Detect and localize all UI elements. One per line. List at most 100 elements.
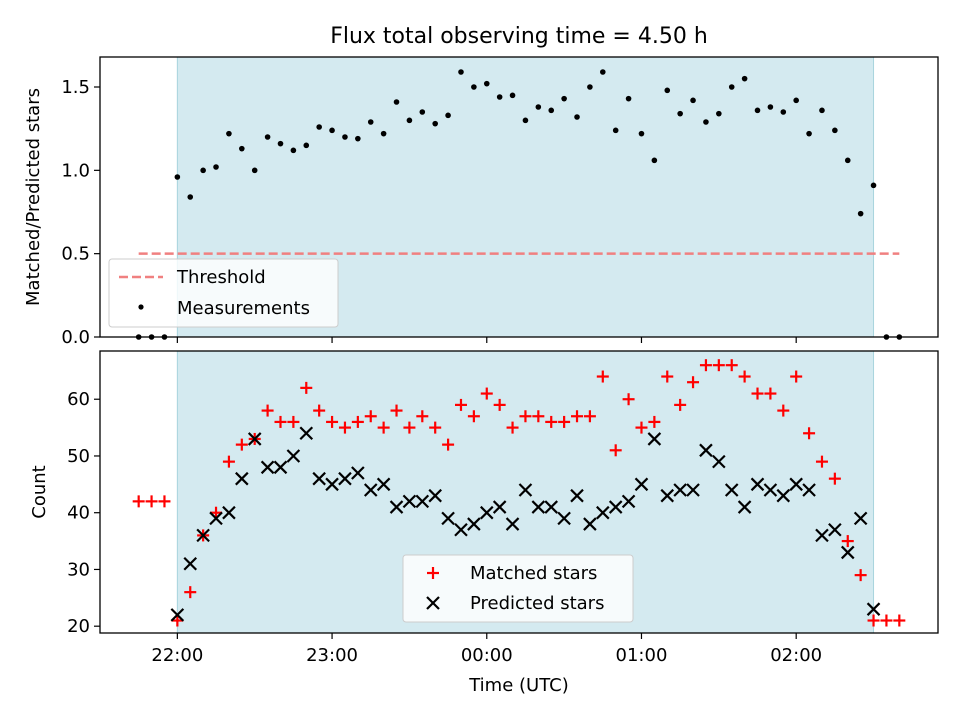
predicted-star-point [286, 449, 301, 463]
measurement-point [780, 109, 787, 115]
measurement-point [677, 110, 683, 117]
predicted-star-point [596, 505, 610, 520]
predicted-star-point [583, 517, 597, 531]
predicted-star-point [570, 488, 584, 503]
matched-star-point [222, 455, 235, 468]
matched-star-point [622, 393, 635, 406]
predicted-star-point [273, 460, 288, 475]
predicted-star-point [840, 545, 855, 560]
predicted-star-point [531, 500, 546, 514]
predicted-legend-label: Predicted stars [470, 593, 604, 614]
predicted-star-point [853, 511, 868, 526]
matched-star-point [493, 398, 506, 411]
predicted-star-point [454, 522, 468, 537]
measurement-point [239, 145, 245, 152]
predicted-star-point [608, 500, 623, 514]
measurement-point [367, 119, 374, 125]
matched-star-point [532, 410, 545, 423]
predicted-star-point [686, 483, 700, 497]
predicted-star-point [789, 477, 803, 492]
measurement-point [561, 95, 567, 102]
top-legend-box [108, 258, 339, 328]
predicted-star-point [415, 494, 430, 509]
matched-star-point [803, 427, 816, 440]
matched-star-point [867, 614, 880, 627]
matched-star-point [145, 495, 158, 508]
predicted-star-point [196, 528, 210, 543]
predicted-star-point [467, 517, 481, 531]
bottom-y-tick-label: 60 [67, 389, 90, 410]
top-legend: Threshold Measurements [108, 258, 339, 328]
measurement-point [226, 130, 232, 137]
top-y-tick-label: 1.0 [61, 160, 90, 181]
matched-star-point [403, 421, 416, 434]
measurement-point [806, 130, 812, 137]
measurement-point [741, 75, 748, 82]
measurement-point [393, 99, 400, 105]
predicted-star-point [724, 483, 739, 497]
matched-legend-handle [427, 567, 439, 579]
bottom-y-axis-label: Count [29, 465, 50, 518]
predicted-star-point [376, 477, 391, 492]
measurement-point [767, 104, 774, 110]
matched-star-point [880, 614, 893, 627]
measurement-point [496, 94, 503, 100]
measurement-point [432, 120, 439, 127]
matched-star-point [699, 359, 712, 372]
matched-star-point [506, 421, 519, 434]
matched-star-point [635, 421, 648, 434]
measurement-point [174, 174, 181, 180]
matched-star-point [132, 495, 145, 508]
predicted-star-point [544, 500, 559, 514]
matched-star-point [184, 586, 197, 599]
chart-title: Flux total observing time = 4.50 h [330, 24, 708, 49]
matched-star-point [661, 370, 674, 383]
bottom-axes-frame [99, 350, 939, 634]
measurement-point [213, 164, 219, 170]
measurement-point [445, 112, 451, 119]
predicted-star-point [363, 483, 378, 497]
predicted-star-point [673, 483, 687, 497]
matched-star-point [210, 506, 223, 519]
measurement-point [819, 107, 825, 114]
matched-star-point [558, 415, 571, 428]
measurement-point [419, 109, 426, 115]
predicted-star-point [260, 460, 275, 475]
bottom-legend: Matched stars Predicted stars [402, 554, 634, 623]
bottom-panel: 22:00 23:00 00:00 01:00 02:00 20 30 40 50 60 Cou… [29, 350, 939, 696]
measurement-point [200, 167, 206, 174]
matched-star-point [158, 495, 171, 508]
predicted-star-point [183, 556, 198, 571]
matched-star-point [338, 421, 351, 434]
measurement-point [303, 142, 310, 149]
matched-star-point [390, 404, 403, 417]
measurement-point [342, 134, 348, 140]
top-axes-frame [99, 56, 939, 338]
matched-star-point [648, 415, 661, 428]
matched-star-point [274, 415, 287, 428]
x-tick-label: 22:00 [151, 645, 203, 666]
measurement-point [832, 127, 838, 134]
bottom-legend-box [402, 554, 634, 623]
measurement-point [600, 69, 606, 75]
predicted-legend-handle [426, 596, 440, 610]
measurement-point [703, 119, 709, 125]
matched-star-point [687, 376, 700, 389]
matched-star-point [609, 444, 622, 457]
measurement-point [651, 157, 658, 164]
predicted-star-point [699, 443, 713, 458]
matched-star-point [725, 359, 738, 372]
matched-star-point [712, 359, 725, 372]
matched-star-point [545, 415, 558, 428]
bottom-y-tick-label: 30 [67, 559, 90, 580]
measurement-point [664, 87, 671, 94]
matched-star-point [171, 614, 184, 627]
matched-star-point [377, 421, 390, 434]
top-y-tick-label: 1.5 [61, 77, 90, 98]
measurement-point [251, 167, 258, 174]
measurement-point [754, 107, 761, 114]
predicted-star-point [247, 432, 262, 446]
measurement-point [483, 80, 490, 87]
measurement-point [471, 84, 477, 90]
